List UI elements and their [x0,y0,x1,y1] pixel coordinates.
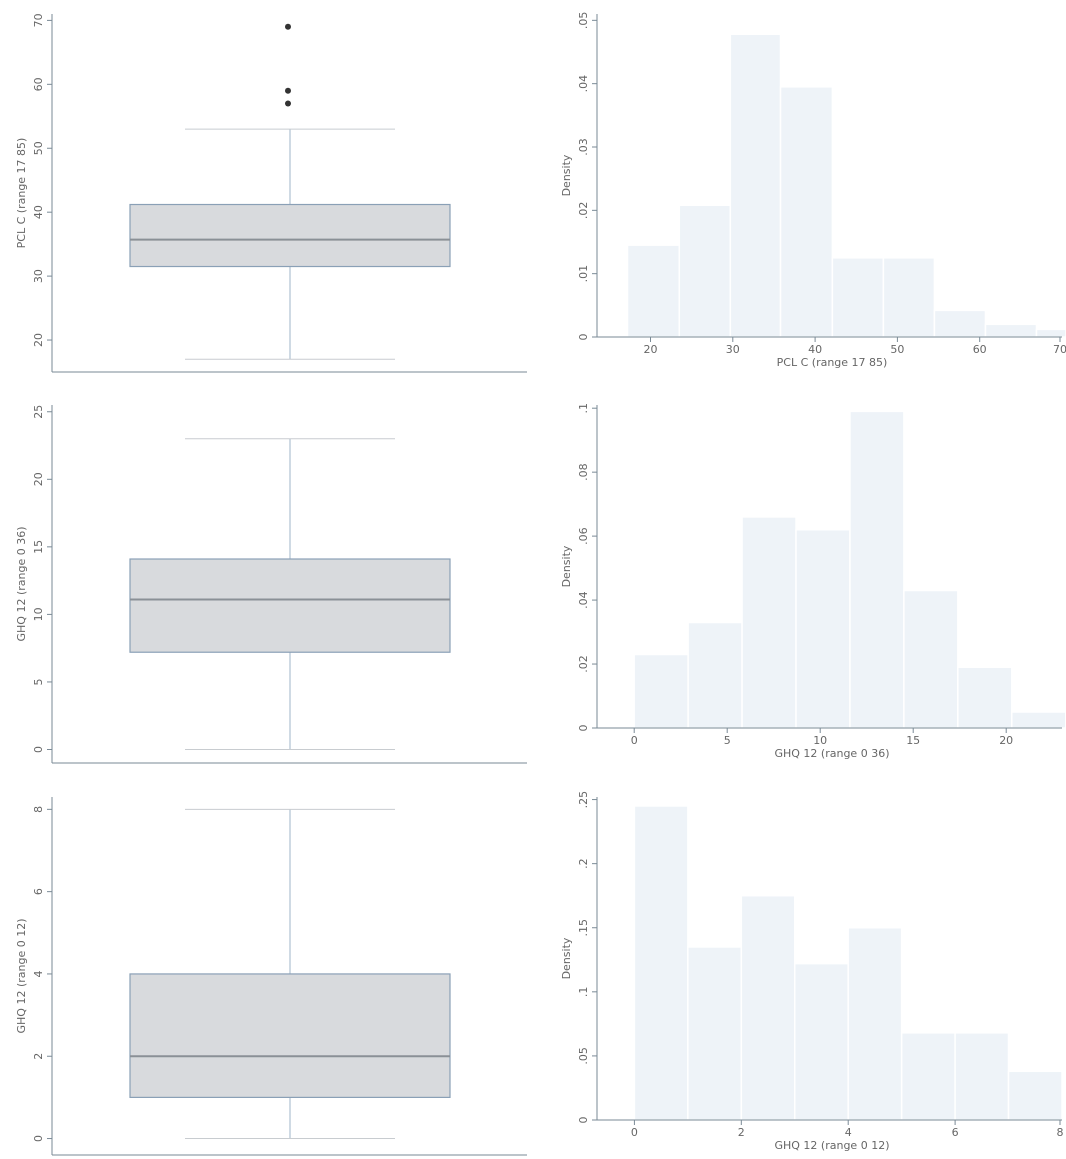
histogram-bar [831,257,885,338]
y-tick-label: 2 [32,1053,45,1060]
x-tick-label: 40 [808,343,822,356]
y-tick-label: 50 [32,141,45,155]
y-tick-label: 4 [32,970,45,977]
x-tick-label: 50 [890,343,904,356]
histogram-bar [794,962,849,1121]
x-tick-label: 10 [813,734,827,747]
y-tick-label: .1 [577,987,590,998]
histogram-bar [882,257,936,338]
histogram-bar [729,33,782,338]
boxplot-panel-5: 0 2 4 6 8 GHQ 12 (range 0 12) [15,797,527,1156]
outlier-point [285,100,291,107]
histogram-bar [687,621,743,729]
y-tick-label: 8 [32,806,45,813]
boxplot-panel-3: 0 5 10 15 20 25 GHQ 12 (range 0 36) [15,405,527,764]
y-tick-label: .06 [577,527,590,545]
x-tick-label: 30 [726,343,740,356]
y-axis-title: GHQ 12 (range 0 36) [15,526,28,641]
boxplot-panel-1: 20 30 40 50 60 70 PCL C (range 17 85) [15,13,527,373]
x-tick-label: 20 [643,343,657,356]
y-tick-label: 15 [32,540,45,554]
y-tick-label: .03 [577,138,590,156]
x-tick-label: 15 [906,734,920,747]
y-tick-label: .08 [577,463,590,481]
histogram-bar [779,86,834,338]
x-tick-label: 8 [1057,1126,1064,1139]
y-tick-label: .15 [577,919,590,937]
histogram-bar [984,323,1038,338]
x-tick-label: 0 [631,1126,638,1139]
y-axis-title: GHQ 12 (range 0 12) [15,918,28,1033]
y-tick-label: 0 [577,334,590,341]
y-tick-label: .02 [577,202,590,220]
histogram-bar [626,244,681,338]
y-tick-label: 40 [32,205,45,219]
y-tick-label: 20 [32,472,45,486]
histogram-bar [957,666,1013,729]
y-tick-label: 60 [32,77,45,91]
x-tick-label: 60 [973,343,987,356]
y-tick-label: 6 [32,888,45,895]
histogram-bar [847,926,903,1121]
histogram-bar [954,1032,1010,1121]
y-tick-label: 25 [32,405,45,419]
y-tick-label: 20 [32,333,45,347]
y-tick-label: 0 [577,1117,590,1124]
y-tick-label: 70 [32,13,45,27]
x-axis-title: GHQ 12 (range 0 36) [774,747,889,760]
histogram-bar [903,589,959,729]
y-tick-label: 0 [32,1135,45,1142]
histogram-bar [1011,711,1066,729]
outlier-point [285,23,291,30]
x-tick-label: 6 [952,1126,959,1139]
histogram-bar [1007,1070,1063,1121]
x-axis-title: GHQ 12 (range 0 12) [774,1139,889,1152]
x-tick-label: 4 [845,1126,852,1139]
x-tick-label: 0 [631,734,638,747]
outlier-point [285,87,291,94]
y-axis-title: Density [560,154,573,196]
histogram-bar [687,946,743,1121]
y-tick-label: .04 [577,75,590,93]
interquartile-box [129,973,451,1098]
y-tick-label: .05 [577,12,590,30]
histogram-bar [740,894,796,1121]
y-tick-label: 10 [32,607,45,621]
y-tick-label: .04 [577,591,590,609]
x-tick-label: 2 [738,1126,745,1139]
y-tick-label: 0 [32,746,45,753]
y-tick-label: .05 [577,1047,590,1065]
histogram-bar [795,528,851,729]
x-axis-title: PCL C (range 17 85) [777,356,888,369]
y-tick-label: .25 [577,791,590,809]
histogram-bar [678,204,732,338]
histogram-panel-2: 0 .01 .02 .03 .04 .05 20 30 40 50 60 70 Density PCL C… [560,12,1066,369]
histogram-bar [849,410,905,729]
y-axis-title: PCL C (range 17 85) [15,138,28,249]
histogram-bar [900,1032,956,1121]
y-tick-label: .01 [577,265,590,283]
x-tick-label: 20 [999,734,1013,747]
histogram-panel-4: 0 .02 .04 .06 .08 .1 0 5 10 15 20 Density GHQ 12 (ra… [560,403,1066,760]
histogram-bar [741,516,797,729]
y-tick-label: .2 [577,858,590,869]
y-axis-title: Density [560,937,573,979]
histogram-bar [933,309,987,338]
interquartile-box [129,558,451,653]
y-tick-label: 5 [32,678,45,685]
y-tick-label: 30 [32,269,45,283]
histogram-bar [633,653,689,729]
x-tick-label: 5 [724,734,731,747]
histogram-panel-6: 0 .05 .1 .15 .2 .25 0 2 4 6 8 Density GHQ 12 (range … [560,791,1064,1152]
interquartile-box [129,203,451,268]
y-axis-title: Density [560,545,573,587]
histogram-bar [1035,328,1066,338]
y-tick-label: 0 [577,725,590,732]
histogram-bar [633,805,689,1121]
y-tick-label: .1 [577,403,590,414]
x-tick-label: 70 [1053,343,1066,356]
y-tick-label: .02 [577,655,590,673]
